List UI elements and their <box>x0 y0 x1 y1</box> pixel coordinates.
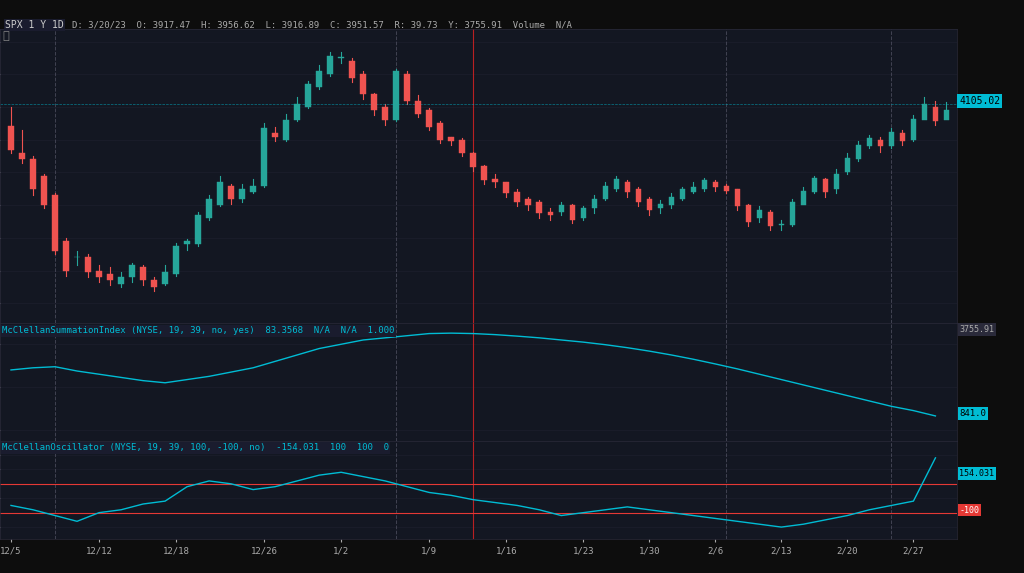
Bar <box>933 107 938 121</box>
Bar <box>240 189 245 199</box>
Bar <box>437 123 443 140</box>
Bar <box>63 241 69 270</box>
Bar <box>713 182 718 187</box>
Bar <box>217 182 223 205</box>
Bar <box>294 104 300 120</box>
Text: McClellanOscillator (NYSE, 19, 39, 100, -100, no)  -154.031  100  100  0: McClellanOscillator (NYSE, 19, 39, 100, … <box>2 444 389 453</box>
Bar <box>284 120 289 140</box>
Bar <box>8 126 13 150</box>
Text: 4105.02: 4105.02 <box>959 96 1000 106</box>
Bar <box>646 199 652 210</box>
Bar <box>525 199 531 205</box>
Bar <box>493 179 498 182</box>
Bar <box>129 265 135 277</box>
Text: McClellanSummationIndex (NYSE, 19, 39, no, yes)  83.3568  N/A  N/A  1.000: McClellanSummationIndex (NYSE, 19, 39, n… <box>2 327 394 335</box>
Bar <box>250 186 256 192</box>
Bar <box>734 189 740 206</box>
Bar <box>801 191 806 205</box>
Bar <box>548 211 553 215</box>
Bar <box>426 111 432 127</box>
Bar <box>328 56 333 74</box>
Bar <box>152 280 157 287</box>
Bar <box>878 140 883 146</box>
Bar <box>19 153 25 159</box>
Bar <box>834 174 839 189</box>
Bar <box>724 186 729 191</box>
Bar <box>569 205 575 219</box>
Bar <box>680 189 685 199</box>
Bar <box>207 199 212 218</box>
Bar <box>690 187 696 192</box>
Bar <box>360 74 366 94</box>
Bar <box>404 74 410 101</box>
Bar <box>845 158 850 172</box>
Bar <box>184 241 189 245</box>
Text: 154.031: 154.031 <box>959 469 994 478</box>
Bar <box>778 224 784 225</box>
Bar <box>866 139 872 146</box>
Bar <box>514 192 520 202</box>
Bar <box>745 205 751 222</box>
Bar <box>470 153 476 167</box>
Bar <box>558 205 564 211</box>
Bar <box>349 61 355 78</box>
Bar <box>272 134 278 136</box>
Bar <box>382 107 388 120</box>
Bar <box>504 182 509 194</box>
Bar <box>173 246 179 274</box>
Text: SPX 1 Y 1D: SPX 1 Y 1D <box>5 20 63 30</box>
Bar <box>922 104 927 120</box>
Bar <box>537 202 542 213</box>
Bar <box>625 182 630 192</box>
Bar <box>228 186 233 199</box>
Bar <box>856 145 861 159</box>
Bar <box>460 140 465 153</box>
Bar <box>669 197 674 205</box>
Bar <box>305 84 311 107</box>
Bar <box>768 211 773 226</box>
Text: -100: -100 <box>959 505 979 515</box>
Bar <box>316 71 322 88</box>
Bar <box>449 136 454 141</box>
Bar <box>581 209 586 218</box>
Bar <box>140 267 145 280</box>
Bar <box>944 111 949 120</box>
Bar <box>657 204 664 209</box>
Bar <box>790 202 795 225</box>
Bar <box>812 178 817 192</box>
Bar <box>613 179 620 189</box>
Bar <box>196 215 201 245</box>
Bar <box>602 186 608 199</box>
Bar <box>261 128 267 186</box>
Bar <box>52 195 57 251</box>
Bar <box>900 134 905 141</box>
Bar <box>119 277 124 284</box>
Bar <box>910 119 916 140</box>
Text: 3755.91: 3755.91 <box>959 325 994 334</box>
Bar <box>163 272 168 284</box>
Bar <box>822 179 828 192</box>
Bar <box>889 132 894 146</box>
Bar <box>31 159 36 189</box>
Bar <box>85 257 91 272</box>
Bar <box>481 166 487 180</box>
Bar <box>41 176 47 205</box>
Bar <box>372 94 377 111</box>
Bar <box>757 210 762 218</box>
Text: D: 3/20/23  O: 3917.47  H: 3956.62  L: 3916.89  C: 3951.57  R: 39.73  Y: 3755.91: D: 3/20/23 O: 3917.47 H: 3956.62 L: 3916… <box>72 20 571 29</box>
Bar <box>393 71 399 120</box>
Text: 841.0: 841.0 <box>959 409 986 418</box>
Bar <box>592 199 597 209</box>
Bar <box>701 180 708 189</box>
Bar <box>338 57 344 58</box>
Bar <box>416 101 421 113</box>
Bar <box>636 189 641 202</box>
Bar <box>108 274 113 280</box>
Bar <box>96 270 101 277</box>
Text: ⓗ: ⓗ <box>2 32 9 41</box>
